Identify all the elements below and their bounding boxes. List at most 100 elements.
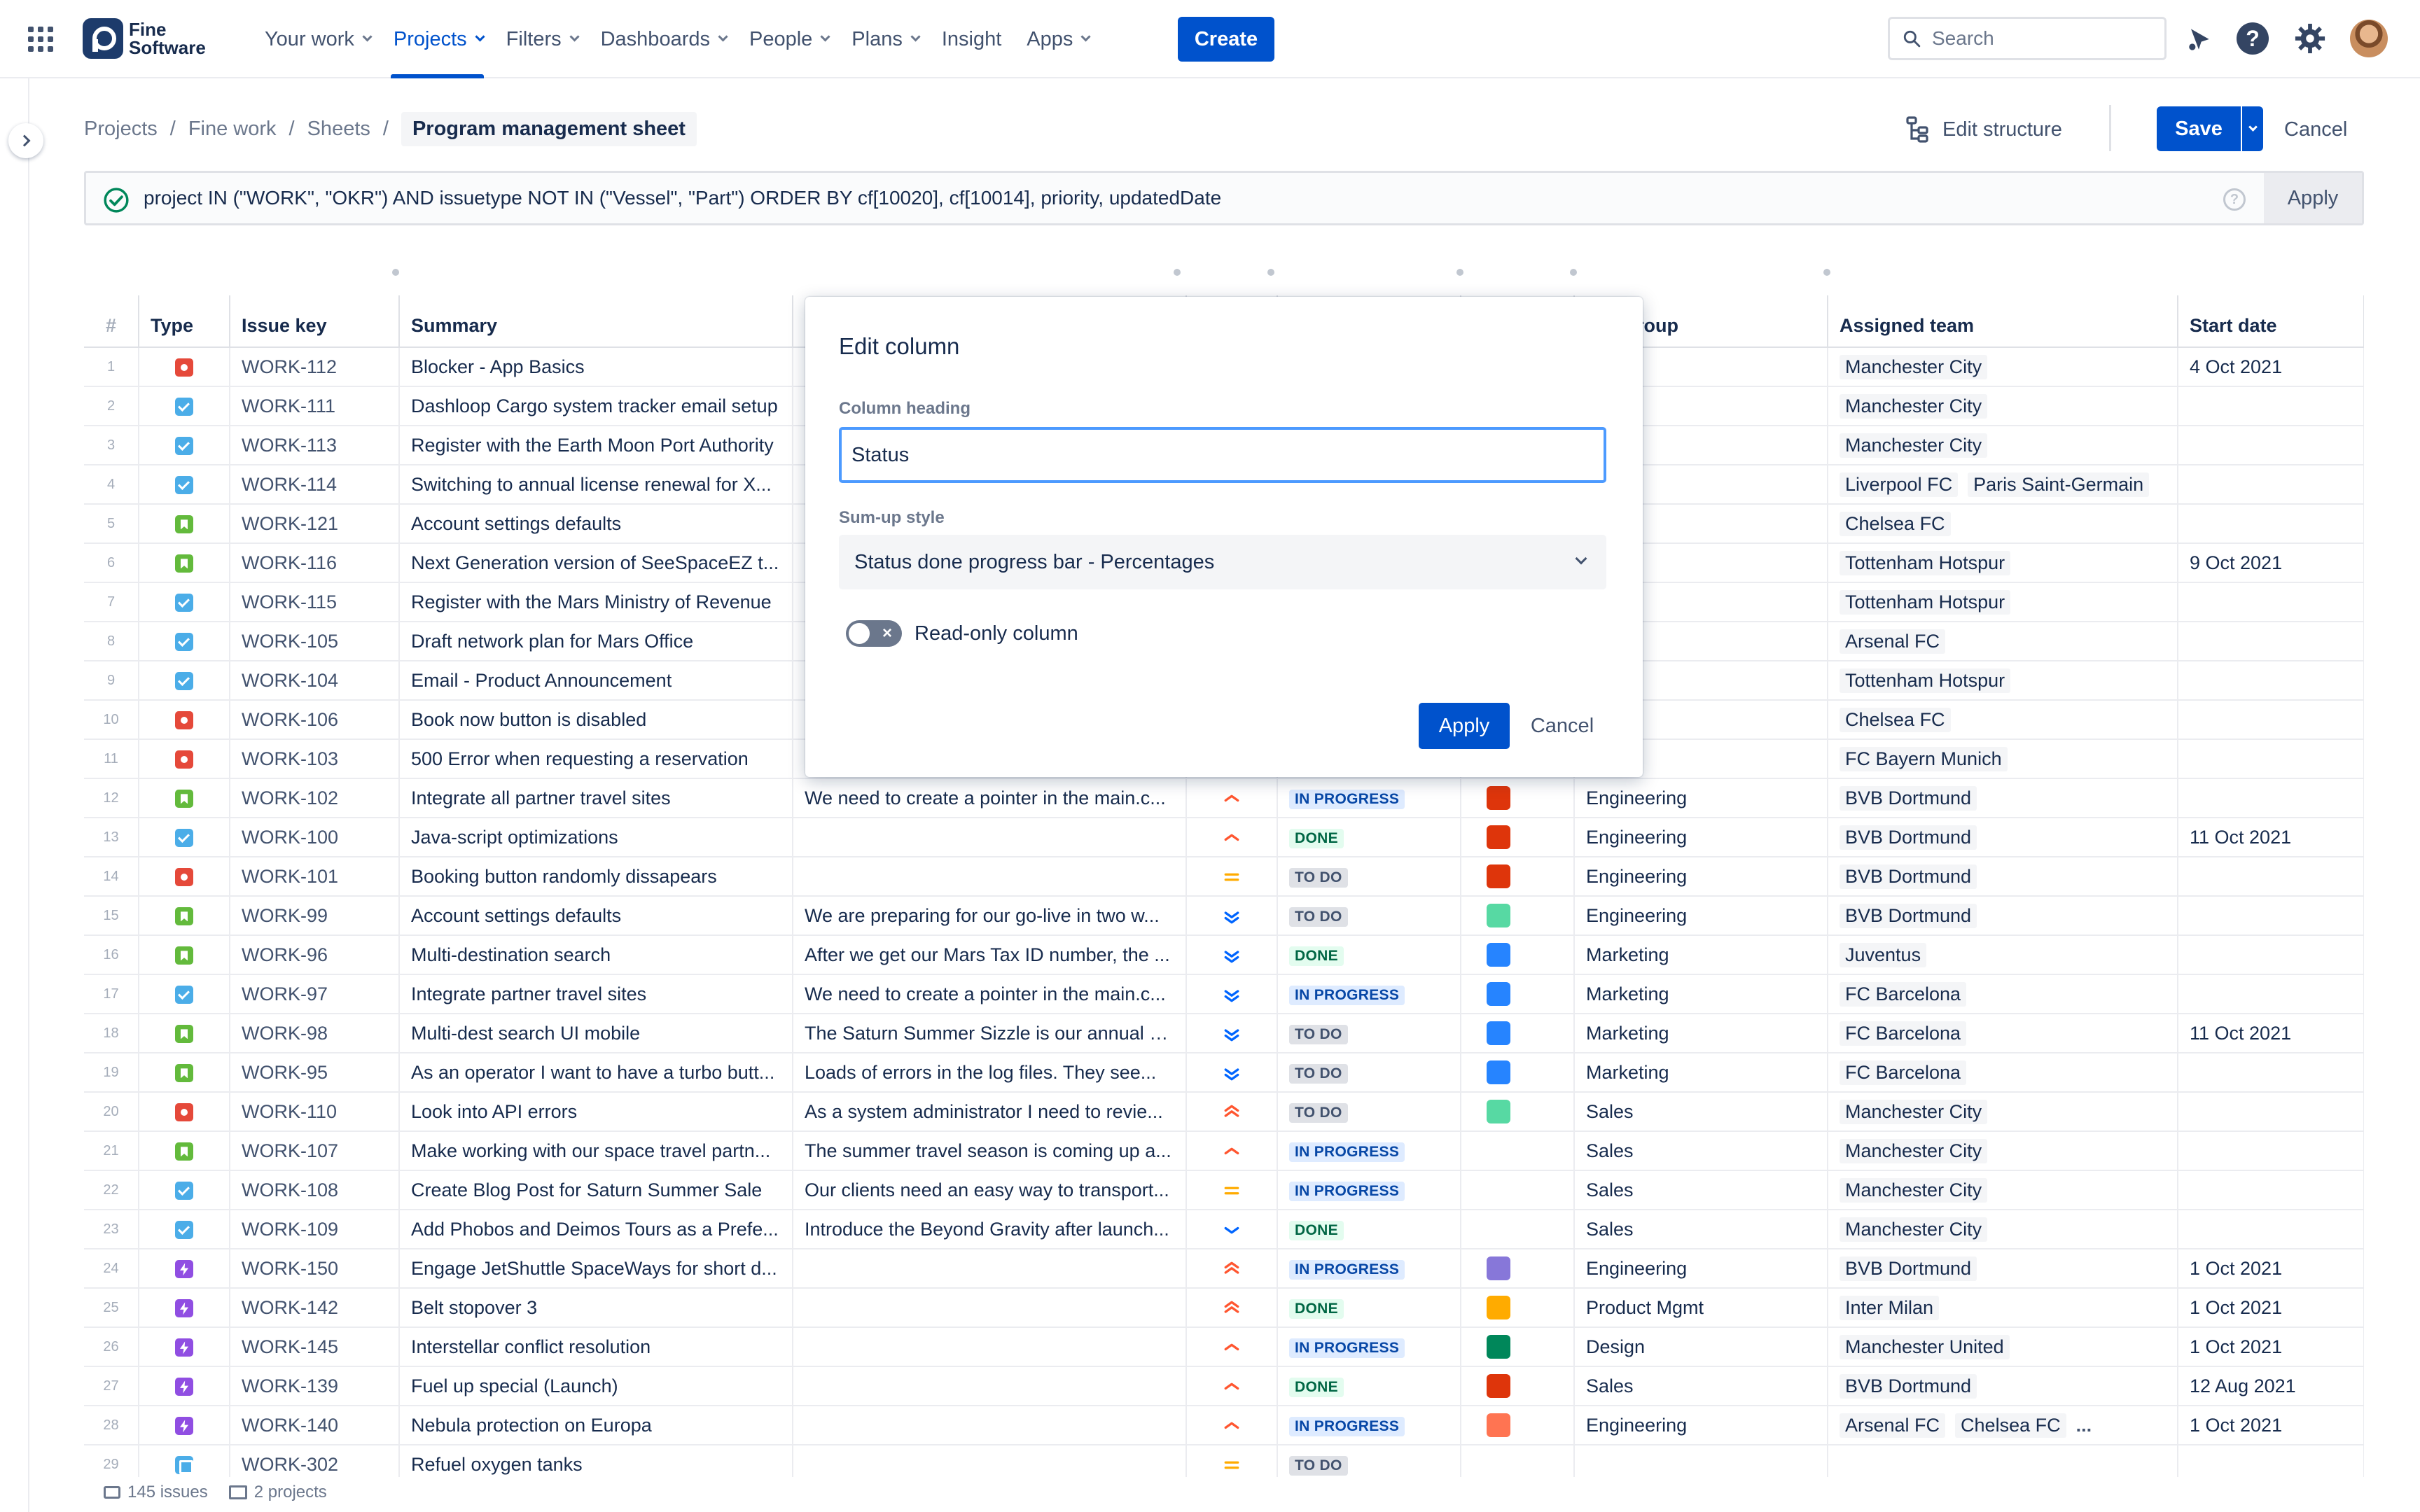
table-row[interactable]: 23 WORK-109 Add Phobos and Deimos Tours as… [84, 1210, 2364, 1250]
status-cell[interactable]: IN PROGRESS [1277, 1327, 1461, 1367]
color-cell[interactable] [1461, 818, 1575, 858]
start-date-cell[interactable] [2178, 700, 2364, 740]
save-options-button[interactable] [2242, 106, 2263, 151]
color-cell[interactable] [1461, 1445, 1575, 1477]
group-cell[interactable]: Engineering [1574, 1406, 1828, 1446]
assigned-team-cell[interactable]: Arsenal FC Chelsea FC... [1828, 1406, 2178, 1446]
description-cell[interactable] [793, 1288, 1187, 1328]
start-date-cell[interactable] [2178, 465, 2364, 505]
start-date-cell[interactable] [2178, 622, 2364, 662]
logo[interactable]: Fine Software [83, 18, 213, 59]
start-date-cell[interactable]: 11 Oct 2021 [2178, 818, 2364, 858]
issue-key[interactable]: WORK-111 [230, 386, 400, 426]
priority-cell[interactable] [1186, 1170, 1278, 1210]
start-date-cell[interactable]: 1 Oct 2021 [2178, 1406, 2364, 1446]
description-cell[interactable] [793, 1327, 1187, 1367]
group-cell[interactable] [1574, 1445, 1828, 1477]
assigned-team-cell[interactable]: Manchester City [1828, 1131, 2178, 1171]
query-help-icon[interactable]: ? [2223, 188, 2246, 211]
assigned-team-cell[interactable]: Manchester City [1828, 426, 2178, 465]
color-cell[interactable] [1461, 1014, 1575, 1054]
start-date-cell[interactable]: 1 Oct 2021 [2178, 1327, 2364, 1367]
assigned-team-cell[interactable]: Chelsea FC [1828, 504, 2178, 544]
start-date-cell[interactable] [2178, 1445, 2364, 1477]
issue-key[interactable]: WORK-103 [230, 739, 400, 779]
priority-cell[interactable] [1186, 1249, 1278, 1289]
description-cell[interactable]: As a system administrator I need to revi… [793, 1092, 1187, 1132]
description-cell[interactable]: The summer travel season is coming up a.… [793, 1131, 1187, 1171]
assigned-team-cell[interactable]: Arsenal FC [1828, 622, 2178, 662]
issue-key[interactable]: WORK-105 [230, 622, 400, 662]
priority-cell[interactable] [1186, 1014, 1278, 1054]
nav-item-dashboards[interactable]: Dashboards [588, 0, 737, 78]
start-date-cell[interactable] [2178, 739, 2364, 779]
status-cell[interactable]: IN PROGRESS [1277, 974, 1461, 1014]
sumup-style-select[interactable]: Status done progress bar - Percentages [839, 535, 1606, 589]
summary-cell[interactable]: Belt stopover 3 [399, 1288, 793, 1328]
issue-key[interactable]: WORK-98 [230, 1014, 400, 1054]
group-cell[interactable]: Engineering [1574, 857, 1828, 897]
table-row[interactable]: 25 WORK-142 Belt stopover 3 DONE Product Mgm… [84, 1288, 2364, 1328]
priority-cell[interactable] [1186, 1092, 1278, 1132]
assigned-team-cell[interactable]: BVB Dortmund [1828, 778, 2178, 818]
assigned-team-cell[interactable]: Manchester City [1828, 1092, 2178, 1132]
assigned-team-cell[interactable]: Manchester City [1828, 347, 2178, 387]
issue-key[interactable]: WORK-109 [230, 1210, 400, 1250]
table-row[interactable]: 13 WORK-100 Java-script optimizations DONE E… [84, 818, 2364, 858]
start-date-cell[interactable]: 9 Oct 2021 [2178, 543, 2364, 583]
column-resize-handle[interactable] [392, 269, 399, 276]
summary-cell[interactable]: Refuel oxygen tanks [399, 1445, 793, 1477]
issue-key[interactable]: WORK-95 [230, 1053, 400, 1093]
issue-key[interactable]: WORK-116 [230, 543, 400, 583]
read-only-toggle[interactable]: × [846, 620, 902, 647]
settings-icon[interactable] [2294, 22, 2326, 55]
description-cell[interactable] [793, 1366, 1187, 1406]
app-switcher-icon[interactable] [28, 27, 53, 52]
group-cell[interactable]: Marketing [1574, 1014, 1828, 1054]
more-teams-indicator[interactable]: ... [2075, 1414, 2092, 1436]
column-header[interactable]: # [84, 295, 139, 348]
table-row[interactable]: 18 WORK-98 Multi-dest search UI mobile The … [84, 1014, 2364, 1054]
assigned-team-cell[interactable]: FC Barcelona [1828, 1014, 2178, 1054]
assigned-team-cell[interactable]: Tottenham Hotspur [1828, 543, 2178, 583]
table-row[interactable]: 27 WORK-139 Fuel up special (Launch) DONE Sa… [84, 1366, 2364, 1406]
start-date-cell[interactable] [2178, 1092, 2364, 1132]
start-date-cell[interactable]: 1 Oct 2021 [2178, 1249, 2364, 1289]
color-cell[interactable] [1461, 974, 1575, 1014]
nav-item-your-work[interactable]: Your work [252, 0, 381, 78]
table-row[interactable]: 21 WORK-107 Make working with our space tr… [84, 1131, 2364, 1171]
color-cell[interactable] [1461, 1327, 1575, 1367]
table-row[interactable]: 22 WORK-108 Create Blog Post for Saturn Su… [84, 1170, 2364, 1210]
group-cell[interactable]: Engineering [1574, 778, 1828, 818]
column-header[interactable]: Issue key [230, 295, 400, 348]
issue-key[interactable]: WORK-108 [230, 1170, 400, 1210]
table-row[interactable]: 20 WORK-110 Look into API errors As a syste… [84, 1092, 2364, 1132]
status-cell[interactable]: DONE [1277, 818, 1461, 858]
group-cell[interactable]: Marketing [1574, 974, 1828, 1014]
start-date-cell[interactable]: 1 Oct 2021 [2178, 1288, 2364, 1328]
table-row[interactable]: 26 WORK-145 Interstellar conflict resoluti… [84, 1327, 2364, 1367]
summary-cell[interactable]: As an operator I want to have a turbo bu… [399, 1053, 793, 1093]
priority-cell[interactable] [1186, 1053, 1278, 1093]
issue-key[interactable]: WORK-97 [230, 974, 400, 1014]
assigned-team-cell[interactable]: BVB Dortmund [1828, 1366, 2178, 1406]
assigned-team-cell[interactable]: Juventus [1828, 935, 2178, 975]
group-cell[interactable]: Sales [1574, 1170, 1828, 1210]
issue-key[interactable]: WORK-121 [230, 504, 400, 544]
summary-cell[interactable]: Look into API errors [399, 1092, 793, 1132]
cancel-button[interactable]: Cancel [2284, 118, 2348, 141]
column-header[interactable]: Assigned team [1828, 295, 2178, 348]
save-button[interactable]: Save [2157, 106, 2241, 151]
color-cell[interactable] [1461, 778, 1575, 818]
status-cell[interactable]: DONE [1277, 1210, 1461, 1250]
summary-cell[interactable]: Multi-destination search [399, 935, 793, 975]
summary-cell[interactable]: Java-script optimizations [399, 818, 793, 858]
issue-key[interactable]: WORK-112 [230, 347, 400, 387]
breadcrumb-link[interactable]: Fine work [188, 117, 277, 140]
issue-key[interactable]: WORK-101 [230, 857, 400, 897]
summary-cell[interactable]: Dashloop Cargo system tracker email setu… [399, 386, 793, 426]
group-cell[interactable]: Sales [1574, 1131, 1828, 1171]
status-cell[interactable]: TO DO [1277, 1014, 1461, 1054]
status-cell[interactable]: IN PROGRESS [1277, 1406, 1461, 1446]
start-date-cell[interactable] [2178, 857, 2364, 897]
